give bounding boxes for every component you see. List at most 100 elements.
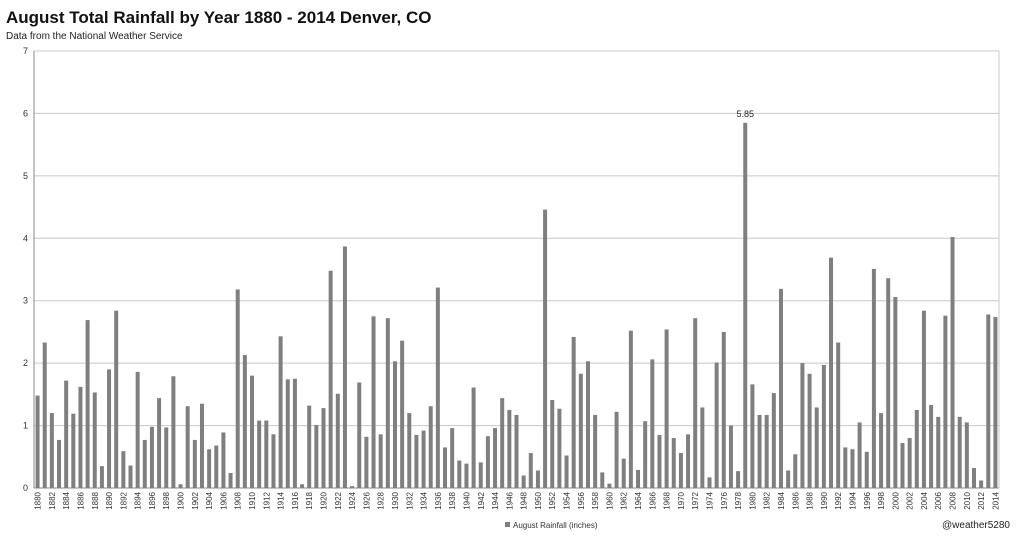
x-tick-label: 1902: [191, 491, 200, 509]
bar-1924: [350, 486, 355, 488]
bar-1947: [514, 414, 519, 488]
x-tick-label: 1906: [219, 491, 228, 509]
x-tick-label: 1994: [848, 491, 857, 509]
x-tick-label: 2014: [991, 491, 1000, 509]
bar-1930: [392, 361, 397, 488]
x-tick-label: 1882: [48, 491, 57, 509]
bar-1978: [736, 471, 741, 488]
bar-1952: [550, 399, 555, 488]
bar-1994: [850, 449, 855, 488]
bar-1997: [871, 268, 876, 488]
bar-1935: [428, 406, 433, 488]
x-tick-label: 1988: [806, 491, 815, 509]
bar-2011: [971, 468, 976, 488]
bar-1950: [535, 470, 540, 488]
bar-1945: [500, 398, 505, 488]
bar-1941: [471, 387, 476, 488]
bar-1949: [528, 453, 533, 488]
x-tick-label: 2010: [963, 491, 972, 509]
bar-1972: [693, 318, 698, 488]
bar-1991: [829, 257, 834, 488]
bar-1981: [757, 414, 762, 488]
bar-1944: [493, 428, 498, 488]
bar-1933: [414, 434, 419, 488]
bar-1992: [836, 342, 841, 488]
bar-2006: [936, 416, 941, 488]
x-tick-label: 1904: [205, 491, 214, 509]
bar-2009: [957, 416, 962, 488]
x-tick-label: 1942: [477, 491, 486, 509]
bar-2002: [907, 438, 912, 488]
bar-1985: [786, 470, 791, 488]
bar-1921: [328, 270, 333, 488]
legend-swatch: [505, 522, 510, 527]
bar-1936: [435, 287, 440, 488]
x-tick-label: 1920: [320, 491, 329, 509]
bar-1899: [171, 376, 176, 488]
bar-2013: [986, 314, 991, 488]
x-tick-label: 2004: [920, 491, 929, 509]
x-tick-label: 1880: [34, 491, 43, 509]
bar-1894: [135, 371, 140, 488]
bar-1918: [307, 405, 312, 488]
bar-1983: [771, 393, 776, 488]
bar-1954: [564, 455, 569, 488]
bar-1964: [636, 469, 641, 488]
bar-1902: [192, 439, 197, 488]
x-tick-label: 1964: [634, 491, 643, 509]
bar-1948: [521, 475, 526, 488]
legend: August Rainfall (inches): [505, 521, 598, 530]
x-tick-label: 1980: [748, 491, 757, 509]
x-tick-label: 1932: [405, 491, 414, 509]
bar-1927: [371, 316, 376, 488]
bar-1925: [357, 382, 362, 488]
x-tick-label: 1930: [391, 491, 400, 509]
bar-1988: [807, 373, 812, 488]
x-tick-label: 1978: [734, 491, 743, 509]
bar-1961: [614, 411, 619, 488]
bar-1913: [271, 434, 276, 488]
x-tick-label: 1894: [134, 491, 143, 509]
bar-1890: [107, 369, 112, 488]
x-tick-label: 1972: [691, 491, 700, 509]
y-tick-label: 7: [23, 46, 28, 56]
bar-1923: [342, 246, 347, 488]
bar-1957: [585, 361, 590, 488]
x-tick-label: 1910: [248, 491, 257, 509]
x-tick-label: 1886: [76, 491, 85, 509]
x-tick-label: 1938: [448, 491, 457, 509]
x-tick-label: 1900: [177, 491, 186, 509]
x-tick-label: 1976: [720, 491, 729, 509]
bar-1990: [821, 365, 826, 488]
bar-1907: [228, 473, 233, 488]
bar-1900: [178, 484, 183, 488]
bar-1886: [78, 386, 83, 488]
x-tick-label: 1950: [534, 491, 543, 509]
bar-1911: [257, 420, 262, 488]
bar-1920: [321, 408, 326, 488]
bar-2012: [979, 480, 984, 488]
x-tick-label: 1936: [434, 491, 443, 509]
bar-2004: [921, 310, 926, 488]
bar-1960: [607, 483, 612, 488]
x-tick-label: 1892: [119, 491, 128, 509]
x-tick-label: 1982: [763, 491, 772, 509]
x-tick-label: 1940: [462, 491, 471, 509]
x-tick-label: 1884: [62, 491, 71, 509]
bar-1993: [843, 447, 848, 488]
bar-2010: [964, 422, 969, 488]
bar-1975: [714, 362, 719, 488]
bar-1934: [421, 430, 426, 488]
bar-1970: [678, 453, 683, 488]
bar-2008: [950, 237, 955, 488]
watermark-handle: @weather5280: [942, 520, 1010, 531]
annotations: 5.85: [736, 109, 754, 119]
bar-1962: [621, 458, 626, 488]
x-tick-label: 1986: [791, 491, 800, 509]
x-tick-label: 1914: [277, 491, 286, 509]
bar-1896: [149, 426, 154, 488]
x-tick-label: 2000: [891, 491, 900, 509]
chart-subtitle: Data from the National Weather Service: [6, 31, 183, 42]
x-tick-label: 1966: [648, 491, 657, 509]
x-tick-label: 1984: [777, 491, 786, 509]
